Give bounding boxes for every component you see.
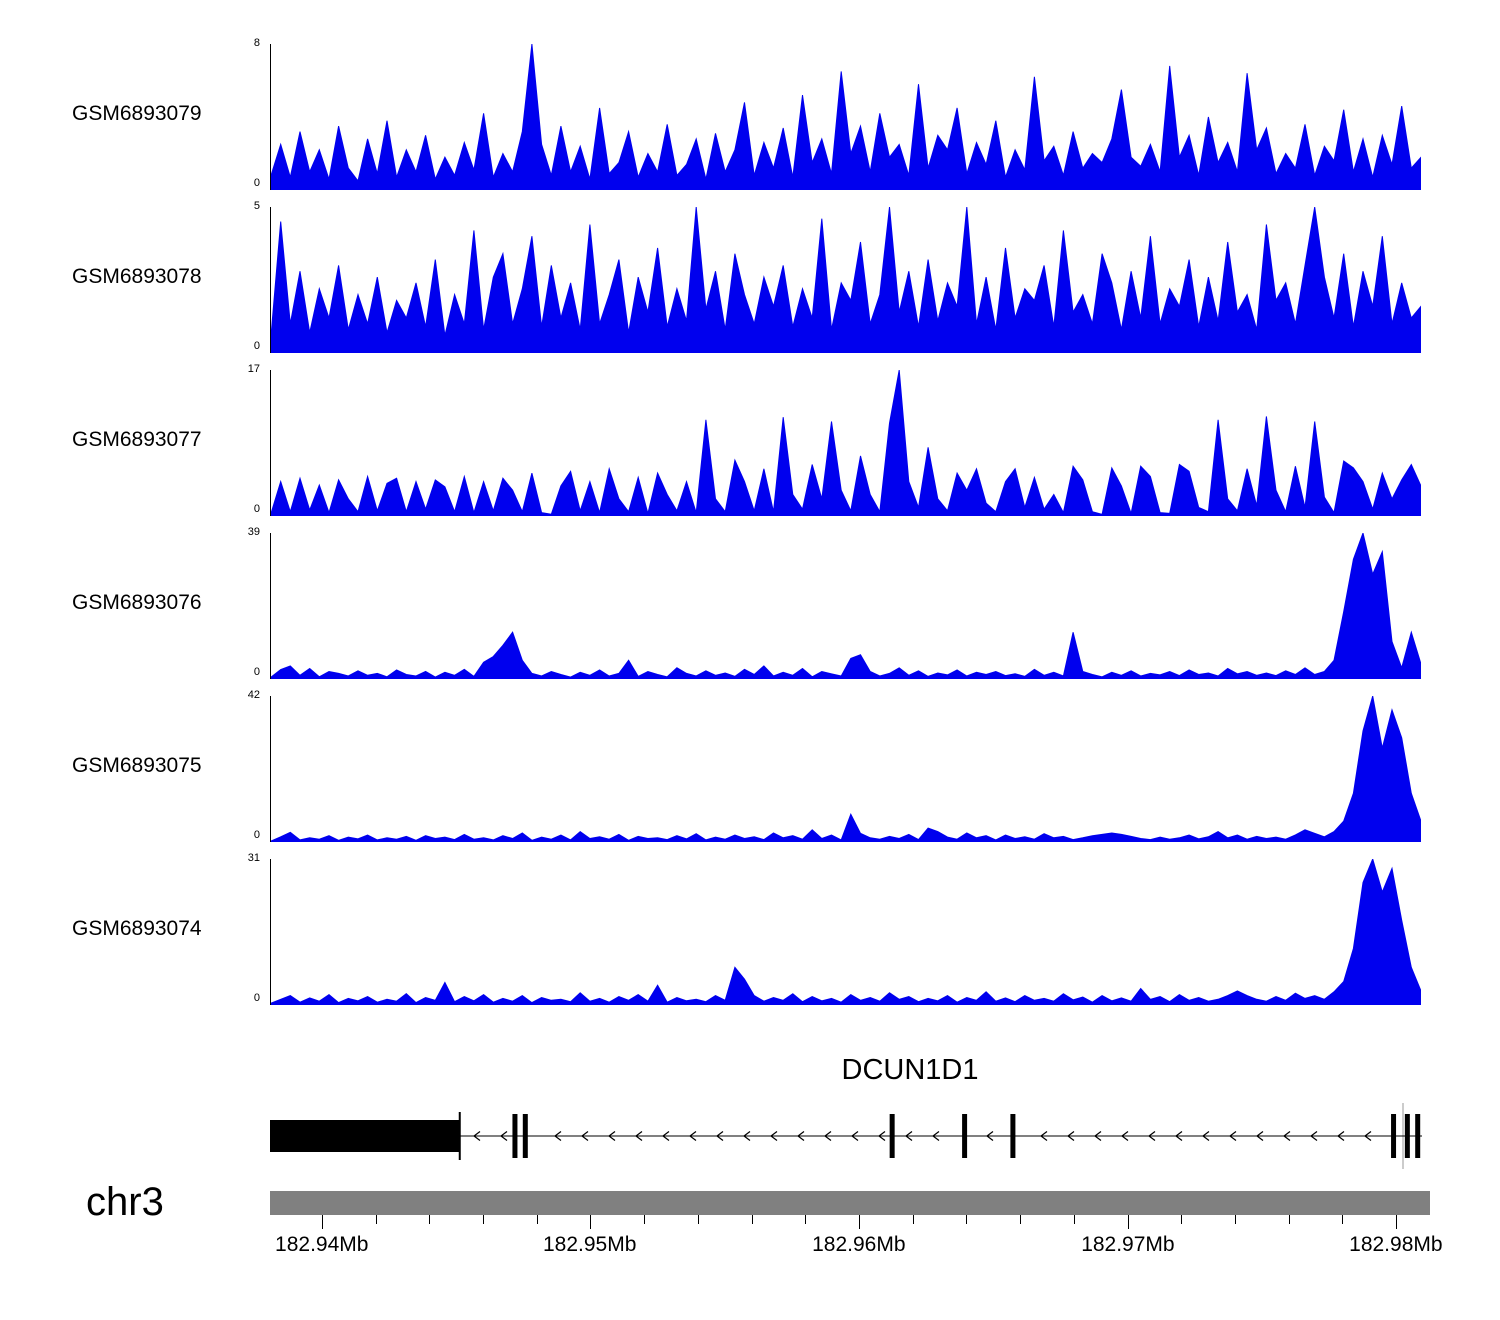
ruler-tick-label: 182.98Mb	[1349, 1233, 1443, 1256]
y-axis-max-label: 17	[247, 363, 260, 375]
coverage-track-row: GSM6893074 31 0	[0, 852, 1500, 1005]
ruler-tick	[1234, 1215, 1236, 1224]
track-label: GSM6893078	[72, 265, 202, 288]
y-axis-zero-label: 0	[253, 666, 260, 678]
ruler-tick	[858, 1215, 860, 1229]
chromosome-name-label: chr3	[86, 1180, 164, 1224]
y-axis-max-label: 39	[247, 526, 260, 538]
ruler-tick-label: 182.95Mb	[542, 1233, 637, 1256]
ruler-tick	[1019, 1215, 1021, 1224]
ruler-tick	[643, 1215, 645, 1224]
chromosome-bar	[270, 1191, 1430, 1215]
ruler-tick	[1341, 1215, 1343, 1224]
ruler-tick	[482, 1215, 484, 1224]
y-axis-max-label: 31	[247, 852, 260, 864]
ruler-tick	[375, 1215, 377, 1224]
track-label: GSM6893077	[72, 428, 202, 451]
ruler-tick-label: 182.96Mb	[812, 1233, 906, 1256]
coverage-track-row: GSM6893079 8 0	[0, 37, 1500, 190]
ruler-tick-label: 182.97Mb	[1081, 1233, 1175, 1256]
coverage-polygon	[271, 207, 1421, 353]
coverage-area-plot	[270, 44, 1421, 190]
y-axis-zero-label: 0	[253, 177, 260, 189]
track-label: GSM6893074	[72, 917, 202, 940]
ruler-tick	[428, 1215, 430, 1224]
coverage-polygon	[271, 859, 1421, 1005]
coverage-polygon	[271, 696, 1421, 842]
y-axis-zero-label: 0	[253, 992, 260, 1004]
ruler-tick	[1288, 1215, 1290, 1224]
coverage-track-row: GSM6893075 42 0	[0, 689, 1500, 842]
y-axis-zero-label: 0	[253, 829, 260, 841]
track-label: GSM6893079	[72, 102, 202, 125]
coverage-area-plot	[270, 370, 1421, 516]
track-label: GSM6893075	[72, 754, 202, 777]
y-axis-max-label: 5	[253, 200, 260, 212]
ruler-tick	[321, 1215, 323, 1229]
y-axis-max-label: 42	[247, 689, 260, 701]
ruler-tick	[1127, 1215, 1129, 1229]
coverage-track-row: GSM6893077 17 0	[0, 363, 1500, 516]
ruler-tick	[965, 1215, 967, 1224]
ruler-tick	[1073, 1215, 1075, 1224]
y-axis-max-label: 8	[253, 37, 260, 49]
coverage-polygon	[271, 370, 1421, 516]
gene-name-label: DCUN1D1	[841, 1054, 979, 1086]
track-label: GSM6893076	[72, 591, 202, 614]
ruler-tick-label: 182.94Mb	[275, 1233, 369, 1256]
gene-model-track	[270, 1103, 1422, 1169]
ruler-tick	[912, 1215, 914, 1224]
coverage-area-plot	[270, 696, 1421, 842]
ruler-tick	[536, 1215, 538, 1224]
y-axis-zero-label: 0	[253, 503, 260, 515]
coverage-area-plot	[270, 859, 1421, 1005]
ruler-tick	[1395, 1215, 1397, 1229]
coverage-track-row: GSM6893076 39 0	[0, 526, 1500, 679]
coverage-polygon	[271, 44, 1421, 190]
y-axis-zero-label: 0	[253, 340, 260, 352]
ruler-tick	[751, 1215, 753, 1224]
coverage-area-plot	[270, 207, 1421, 353]
coverage-area-plot	[270, 533, 1421, 679]
ruler-tick	[697, 1215, 699, 1224]
coverage-track-row: GSM6893078 5 0	[0, 200, 1500, 353]
ruler-tick	[589, 1215, 591, 1229]
ruler-tick	[804, 1215, 806, 1224]
ruler-tick	[1180, 1215, 1182, 1224]
coverage-polygon	[271, 533, 1421, 679]
